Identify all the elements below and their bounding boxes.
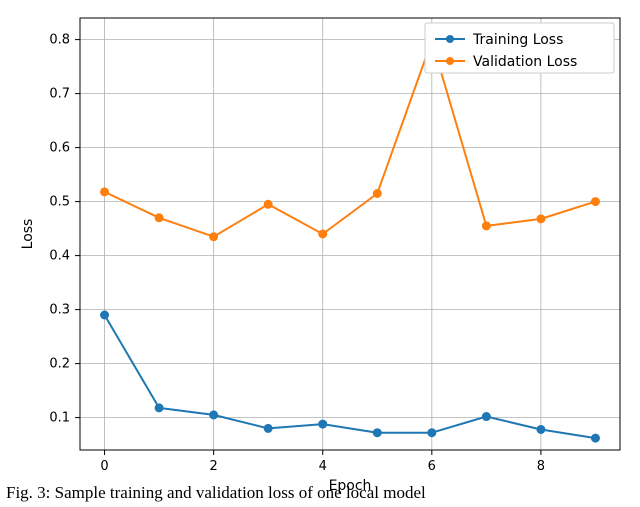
svg-text:Training Loss: Training Loss (472, 32, 563, 48)
svg-text:4: 4 (319, 459, 327, 474)
svg-text:0.1: 0.1 (49, 411, 70, 426)
figure-caption: Fig. 3: Sample training and validation l… (6, 483, 426, 503)
chart-container: 024680.10.20.30.40.50.60.70.8EpochLossTr… (0, 0, 640, 507)
svg-text:6: 6 (428, 459, 436, 474)
svg-text:0.8: 0.8 (49, 33, 70, 48)
svg-text:Validation Loss: Validation Loss (473, 54, 577, 70)
svg-text:0.2: 0.2 (49, 357, 70, 372)
svg-text:0.5: 0.5 (49, 195, 70, 210)
y-axis-label: Loss (20, 219, 36, 250)
svg-text:0.6: 0.6 (49, 141, 70, 156)
loss-chart: 024680.10.20.30.40.50.60.70.8EpochLossTr… (0, 0, 640, 507)
legend: Training Loss Validation Loss (425, 23, 614, 73)
svg-text:0: 0 (100, 459, 108, 474)
svg-text:8: 8 (537, 459, 545, 474)
svg-text:0.3: 0.3 (49, 303, 70, 318)
svg-text:2: 2 (209, 459, 217, 474)
svg-text:0.4: 0.4 (49, 249, 70, 264)
svg-text:0.7: 0.7 (49, 87, 70, 102)
